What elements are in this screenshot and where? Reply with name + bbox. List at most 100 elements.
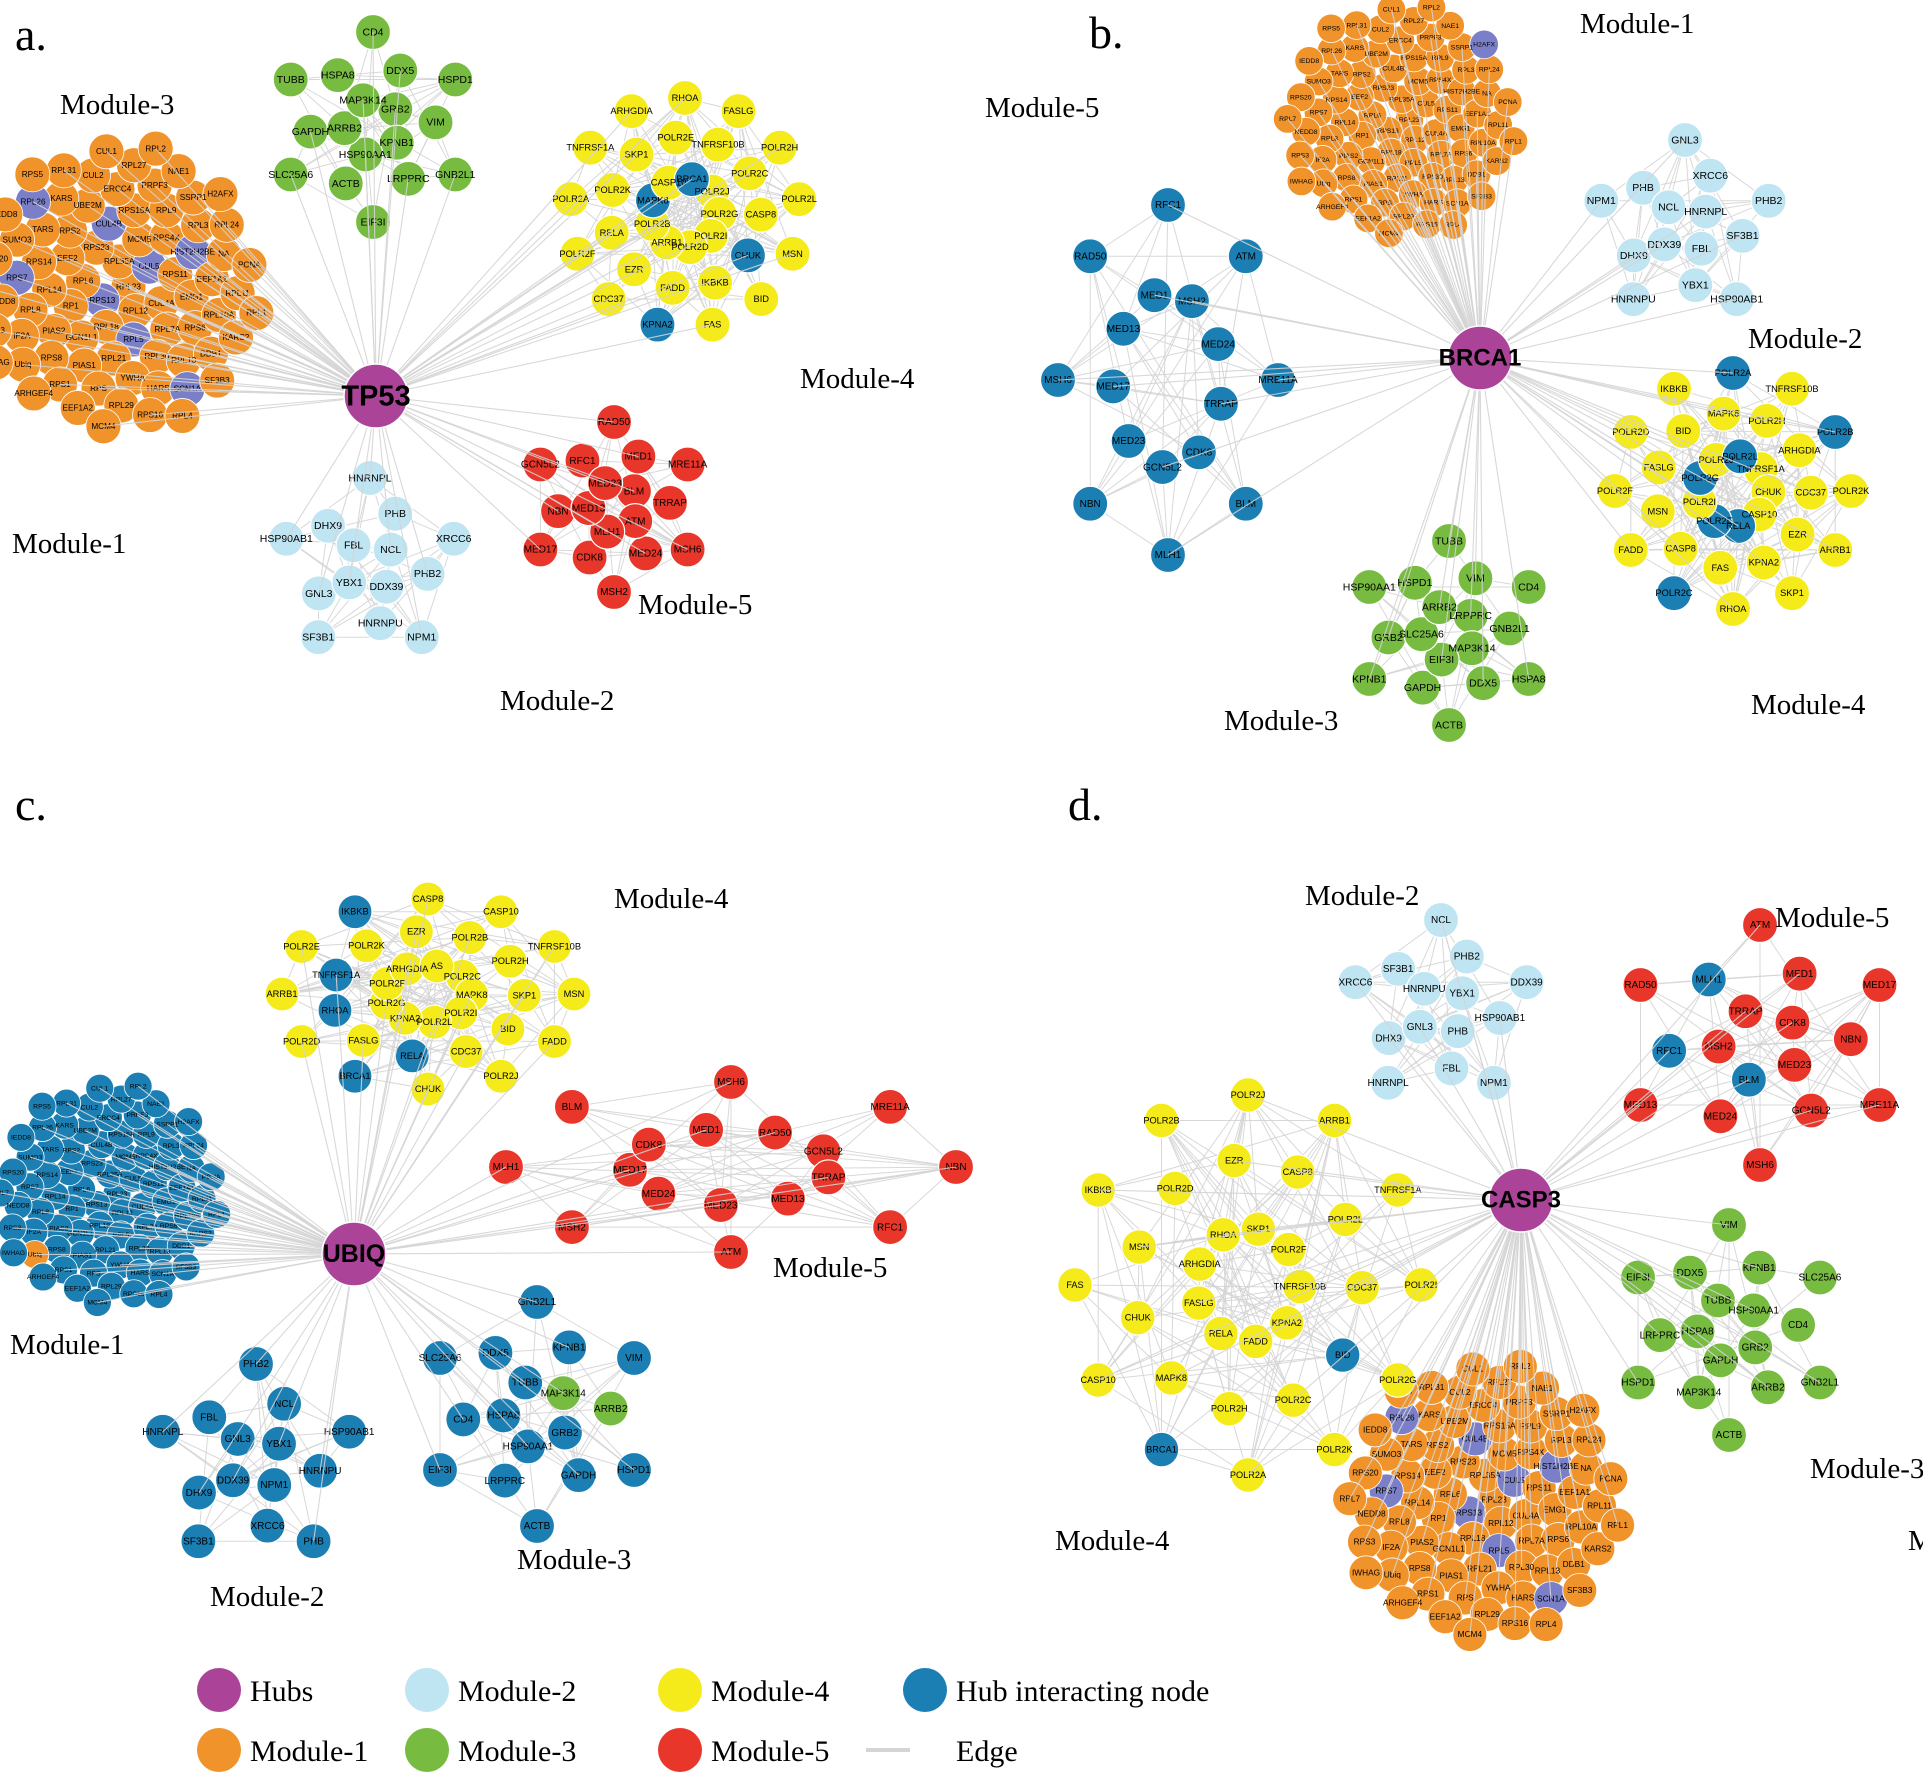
svg-text:ATM: ATM (625, 516, 645, 527)
svg-text:MAPK8: MAPK8 (456, 990, 488, 1000)
svg-text:RPL4: RPL4 (1536, 1619, 1557, 1629)
svg-text:EEF2: EEF2 (61, 1169, 78, 1176)
svg-text:Module-5: Module-5 (638, 589, 752, 621)
svg-text:YWHA: YWHA (110, 1262, 131, 1269)
svg-text:XRCC6: XRCC6 (1692, 170, 1728, 182)
svg-text:POLR2A: POLR2A (1715, 368, 1752, 378)
svg-text:KPNB1: KPNB1 (553, 1343, 586, 1354)
svg-text:CDK8: CDK8 (1779, 1018, 1806, 1029)
svg-text:DDX39: DDX39 (217, 1475, 250, 1486)
svg-text:RAD50: RAD50 (598, 417, 631, 428)
svg-text:NA: NA (1482, 90, 1492, 97)
svg-text:IF2A: IF2A (1382, 1542, 1400, 1552)
svg-text:EMG1: EMG1 (1543, 1504, 1567, 1514)
svg-text:RPL3: RPL3 (1458, 67, 1475, 74)
svg-text:Module-4: Module-4 (614, 883, 729, 915)
svg-text:RPS8: RPS8 (41, 354, 63, 363)
svg-text:RPS13: RPS13 (1456, 1508, 1483, 1518)
svg-text:POLR2G: POLR2G (701, 209, 739, 219)
svg-text:VIM: VIM (1720, 1220, 1738, 1231)
svg-text:RPL29: RPL29 (101, 1284, 122, 1291)
svg-text:RPL12: RPL12 (1488, 1518, 1514, 1528)
svg-text:TARS: TARS (32, 225, 54, 234)
svg-text:RPL29: RPL29 (109, 401, 134, 410)
svg-text:MED17: MED17 (1096, 382, 1130, 393)
svg-text:NA: NA (1580, 1463, 1592, 1473)
svg-text:MAPK8: MAPK8 (637, 195, 669, 205)
svg-text:c.: c. (15, 779, 47, 830)
svg-text:RHOA: RHOA (322, 1005, 350, 1015)
svg-text:RHOA: RHOA (1720, 604, 1748, 614)
svg-text:TNFRSF10B: TNFRSF10B (691, 140, 744, 150)
svg-text:NAE1: NAE1 (1441, 23, 1459, 30)
svg-text:CASP8: CASP8 (413, 894, 444, 904)
svg-text:POLR2L: POLR2L (781, 194, 817, 204)
svg-text:IKBKB: IKBKB (1660, 384, 1687, 394)
svg-text:SF3B3: SF3B3 (1567, 1585, 1593, 1595)
svg-text:TARS: TARS (41, 1146, 59, 1153)
svg-text:Module-5: Module-5 (711, 1735, 829, 1768)
svg-text:IKBKB: IKBKB (341, 907, 368, 917)
svg-text:FADD: FADD (1618, 545, 1643, 555)
svg-text:POLR2C: POLR2C (1655, 588, 1692, 598)
svg-text:FBL: FBL (1692, 243, 1711, 255)
svg-text:CUL2: CUL2 (1372, 26, 1390, 33)
svg-text:HSPA8: HSPA8 (1512, 673, 1546, 685)
svg-text:TARS: TARS (1331, 70, 1349, 77)
svg-text:HNRNPU: HNRNPU (1611, 294, 1656, 306)
svg-text:MRE11A: MRE11A (870, 1102, 910, 1113)
svg-text:ARHGEF4: ARHGEF4 (27, 1274, 59, 1281)
svg-text:PIAS1: PIAS1 (1440, 1570, 1464, 1580)
svg-text:HSPD1: HSPD1 (438, 74, 473, 86)
svg-text:CASP10: CASP10 (1742, 509, 1778, 519)
svg-text:ACTB: ACTB (524, 1521, 551, 1532)
svg-text:HNRNPL: HNRNPL (142, 1427, 184, 1438)
svg-text:KARS: KARS (50, 194, 73, 203)
svg-text:FAS: FAS (1711, 563, 1729, 573)
svg-text:MSH6: MSH6 (1746, 1160, 1774, 1171)
svg-text:CD4: CD4 (1788, 1320, 1808, 1331)
svg-text:NBN: NBN (1080, 499, 1101, 510)
svg-text:RPS6: RPS6 (1455, 151, 1473, 158)
svg-text:KARS: KARS (55, 1122, 74, 1129)
svg-text:POLR2F: POLR2F (369, 979, 405, 989)
svg-text:RFC1: RFC1 (1656, 1046, 1683, 1057)
svg-text:RPS8: RPS8 (48, 1246, 66, 1253)
svg-text:CUL4B: CUL4B (1382, 66, 1404, 73)
svg-text:b.: b. (1089, 7, 1124, 58)
svg-text:RAD50: RAD50 (1624, 980, 1657, 991)
svg-text:SLC25A6: SLC25A6 (1399, 629, 1444, 641)
svg-text:Module-4: Module-4 (800, 363, 915, 395)
svg-text:EIF3I: EIF3I (360, 216, 385, 228)
svg-text:Module-3: Module-3 (517, 1544, 631, 1576)
svg-text:RHOA: RHOA (672, 93, 700, 103)
svg-text:RPS2: RPS2 (62, 1147, 80, 1154)
svg-text:RPS13: RPS13 (89, 296, 115, 305)
svg-text:RPL9: RPL9 (156, 206, 177, 215)
svg-text:GNL3: GNL3 (225, 1434, 252, 1445)
svg-text:EMG1: EMG1 (1451, 125, 1470, 132)
svg-text:KPNA2: KPNA2 (390, 1013, 421, 1023)
svg-text:Module-2: Module-2 (458, 1675, 576, 1708)
svg-text:PHB2: PHB2 (243, 1359, 270, 1370)
svg-text:POLR2E: POLR2E (283, 941, 320, 951)
svg-text:Module-1: Module-1 (12, 528, 126, 560)
svg-text:MAP3K14: MAP3K14 (1676, 1388, 1721, 1399)
svg-text:SLC25A6: SLC25A6 (1799, 1273, 1842, 1284)
svg-text:CASP8: CASP8 (746, 210, 777, 220)
svg-text:MAP3K14: MAP3K14 (541, 1388, 586, 1399)
svg-text:RPL21: RPL21 (95, 1247, 116, 1254)
svg-text:CUL4B: CUL4B (96, 219, 123, 228)
svg-text:FBL: FBL (200, 1412, 219, 1423)
svg-text:RPL21: RPL21 (1467, 1564, 1493, 1574)
svg-text:TNFRSF10B: TNFRSF10B (1765, 384, 1818, 394)
svg-text:ACTB: ACTB (1435, 719, 1463, 731)
svg-text:ATM: ATM (721, 1247, 741, 1258)
svg-text:BLM: BLM (1236, 499, 1257, 510)
svg-text:MED17: MED17 (1863, 980, 1897, 991)
svg-text:NBN: NBN (547, 506, 568, 517)
svg-text:ATM: ATM (1236, 251, 1256, 262)
svg-text:PHB2: PHB2 (1454, 952, 1481, 963)
svg-text:NPM1: NPM1 (407, 632, 436, 644)
svg-text:RPS6: RPS6 (1547, 1534, 1569, 1544)
